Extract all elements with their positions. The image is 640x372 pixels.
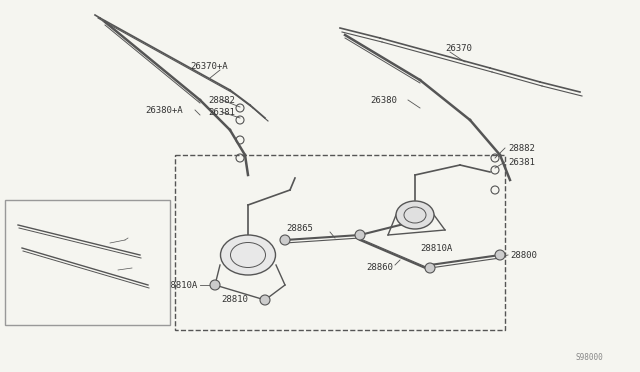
Text: 28882: 28882 <box>208 96 235 105</box>
Text: 26380: 26380 <box>370 96 397 105</box>
Text: 26381: 26381 <box>208 108 235 116</box>
Circle shape <box>355 230 365 240</box>
Text: 28810A: 28810A <box>420 244 452 253</box>
Circle shape <box>425 263 435 273</box>
Bar <box>5 200 170 325</box>
Text: 26373P: 26373P <box>130 232 157 241</box>
Text: 28860: 28860 <box>367 263 394 273</box>
Circle shape <box>260 295 270 305</box>
Text: 28882: 28882 <box>508 144 535 153</box>
Circle shape <box>280 235 290 245</box>
Text: 28800: 28800 <box>510 250 537 260</box>
Text: WIPER BLADE REFILLS: WIPER BLADE REFILLS <box>10 304 102 312</box>
Text: 28865: 28865 <box>287 224 314 232</box>
Text: 28810A: 28810A <box>166 280 198 289</box>
Text: 26370: 26370 <box>445 44 472 52</box>
Circle shape <box>210 280 220 290</box>
Text: 26380+A: 26380+A <box>145 106 182 115</box>
Text: S98000: S98000 <box>575 353 603 362</box>
Bar <box>175 155 505 330</box>
Text: 26373M: 26373M <box>130 260 157 269</box>
Text: ASSIST: ASSIST <box>130 243 157 251</box>
Text: 26370+A: 26370+A <box>190 61 228 71</box>
Text: 28810: 28810 <box>221 295 248 305</box>
Ellipse shape <box>396 201 434 229</box>
Ellipse shape <box>221 235 275 275</box>
Circle shape <box>495 250 505 260</box>
Text: DRIVER: DRIVER <box>130 270 157 279</box>
Text: 26381: 26381 <box>508 157 535 167</box>
